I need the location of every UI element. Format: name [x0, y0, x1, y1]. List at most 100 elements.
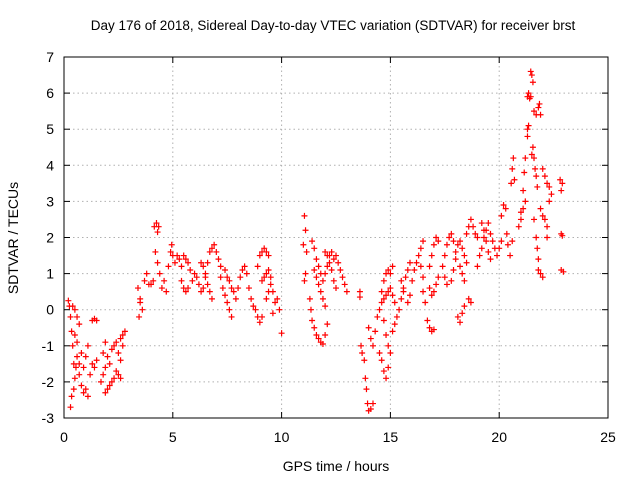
data-point	[537, 111, 544, 118]
data-point	[333, 252, 339, 259]
data-point	[520, 187, 527, 194]
y-tick-label: 1	[46, 266, 54, 282]
data-point	[557, 176, 564, 183]
data-point	[356, 288, 363, 295]
data-point	[398, 277, 405, 284]
data-point	[65, 297, 72, 304]
data-point	[155, 223, 162, 230]
data-point	[383, 331, 390, 338]
data-point	[311, 324, 318, 331]
data-point	[560, 268, 567, 275]
data-point	[406, 292, 413, 299]
data-point	[141, 277, 148, 284]
data-point	[269, 310, 276, 317]
data-point	[385, 342, 392, 349]
data-point	[509, 165, 516, 172]
data-point	[400, 288, 407, 295]
data-point	[315, 281, 322, 288]
data-point	[165, 263, 172, 270]
data-point	[504, 241, 511, 248]
data-point	[527, 93, 534, 100]
data-point	[136, 313, 143, 320]
data-point	[313, 256, 320, 263]
data-point	[339, 274, 346, 281]
data-point	[237, 274, 244, 281]
data-point	[115, 350, 122, 357]
data-point	[189, 277, 196, 284]
data-point	[70, 360, 77, 367]
data-point	[154, 229, 161, 236]
data-point	[256, 252, 263, 259]
data-point	[559, 180, 566, 187]
data-point	[474, 263, 481, 270]
data-point	[378, 299, 385, 306]
data-point	[367, 405, 374, 412]
data-point	[76, 360, 83, 367]
data-point	[413, 259, 420, 266]
data-point	[356, 294, 363, 301]
data-point	[446, 234, 453, 241]
data-point	[558, 187, 565, 194]
data-point	[324, 321, 331, 328]
data-point	[185, 259, 192, 266]
data-point	[383, 292, 390, 299]
data-point	[411, 266, 418, 273]
data-point	[319, 277, 326, 284]
data-point	[487, 230, 494, 237]
data-point	[480, 227, 487, 234]
data-point	[217, 274, 224, 281]
data-point	[385, 266, 392, 273]
data-point	[365, 324, 372, 331]
data-point	[533, 234, 540, 241]
data-point	[254, 263, 261, 270]
data-point	[322, 270, 329, 277]
data-point	[522, 155, 529, 162]
data-point	[269, 288, 276, 295]
data-point	[301, 212, 308, 219]
x-tick-label: 10	[274, 429, 290, 445]
data-point	[113, 339, 120, 346]
data-point	[517, 209, 524, 216]
data-point	[168, 241, 175, 248]
data-point	[198, 288, 205, 295]
data-point	[525, 90, 532, 97]
data-point	[261, 274, 268, 281]
data-point	[420, 274, 427, 281]
x-tick-label: 15	[383, 429, 399, 445]
data-point	[559, 232, 566, 239]
x-tick-label: 20	[491, 429, 507, 445]
data-point	[185, 285, 192, 292]
data-point	[178, 277, 185, 284]
data-point	[511, 176, 518, 183]
data-point	[426, 263, 433, 270]
data-point	[393, 313, 400, 320]
data-point	[539, 274, 546, 281]
data-point	[398, 295, 405, 302]
data-point	[441, 274, 448, 281]
data-point	[521, 169, 528, 176]
data-point	[509, 238, 516, 245]
data-point	[82, 386, 89, 393]
data-point	[450, 238, 457, 245]
data-point	[326, 252, 333, 259]
data-point	[417, 263, 424, 270]
data-point	[383, 375, 390, 382]
data-point	[200, 285, 207, 292]
data-point	[208, 245, 215, 252]
data-point	[315, 263, 322, 270]
data-point	[430, 288, 437, 295]
data-point	[450, 266, 457, 273]
data-point	[535, 104, 542, 111]
data-point	[454, 313, 461, 320]
data-point	[485, 248, 492, 255]
data-point	[222, 292, 229, 299]
data-point	[335, 259, 342, 266]
data-point	[452, 248, 459, 255]
data-point	[76, 371, 83, 378]
data-point	[215, 256, 222, 263]
data-point	[522, 198, 529, 205]
data-point	[539, 212, 546, 219]
y-tick-label: -1	[42, 338, 55, 354]
data-point	[313, 331, 320, 338]
data-point	[87, 371, 94, 378]
